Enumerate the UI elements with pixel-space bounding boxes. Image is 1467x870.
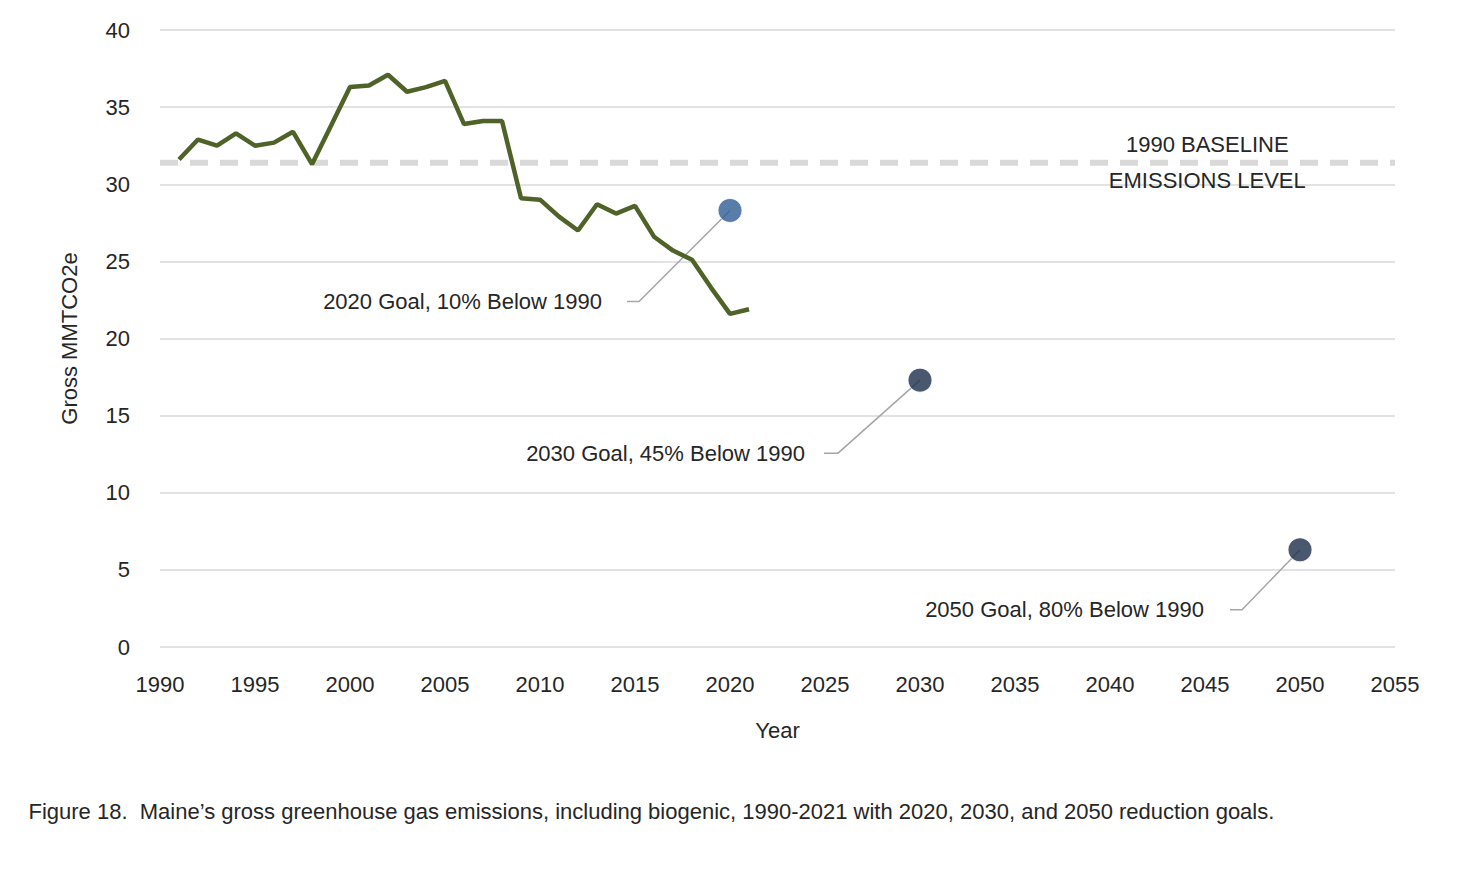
svg-text:10: 10 [106,480,130,505]
svg-text:2025: 2025 [801,672,850,697]
svg-text:2010: 2010 [516,672,565,697]
svg-text:20: 20 [106,326,130,351]
svg-text:0: 0 [118,635,130,660]
svg-text:2045: 2045 [1181,672,1230,697]
svg-text:2040: 2040 [1086,672,1135,697]
svg-text:2020 Goal, 10% Below 1990: 2020 Goal, 10% Below 1990 [323,289,602,314]
svg-text:2005: 2005 [421,672,470,697]
svg-text:Gross MMTCO2e: Gross MMTCO2e [57,252,82,424]
svg-text:15: 15 [106,403,130,428]
svg-text:1990 BASELINE: 1990 BASELINE [1126,132,1289,157]
svg-text:35: 35 [106,95,130,120]
svg-text:2015: 2015 [611,672,660,697]
svg-text:EMISSIONS LEVEL: EMISSIONS LEVEL [1109,168,1306,193]
svg-text:2055: 2055 [1371,672,1420,697]
svg-text:25: 25 [106,249,130,274]
svg-text:2000: 2000 [326,672,375,697]
svg-text:2030 Goal, 45% Below 1990: 2030 Goal, 45% Below 1990 [526,441,805,466]
svg-text:2030: 2030 [896,672,945,697]
svg-text:2035: 2035 [991,672,1040,697]
svg-text:5: 5 [118,557,130,582]
svg-text:2050: 2050 [1276,672,1325,697]
svg-text:2050 Goal, 80% Below 1990: 2050 Goal, 80% Below 1990 [925,597,1204,622]
svg-text:Year: Year [755,718,799,743]
svg-text:1995: 1995 [231,672,280,697]
svg-text:1990: 1990 [136,672,185,697]
svg-text:40: 40 [106,18,130,43]
svg-text:2020: 2020 [706,672,755,697]
svg-text:30: 30 [106,172,130,197]
svg-text:Figure 18. Maine’s gross gree: Figure 18. Maine’s gross greenhouse gas … [29,799,1275,824]
